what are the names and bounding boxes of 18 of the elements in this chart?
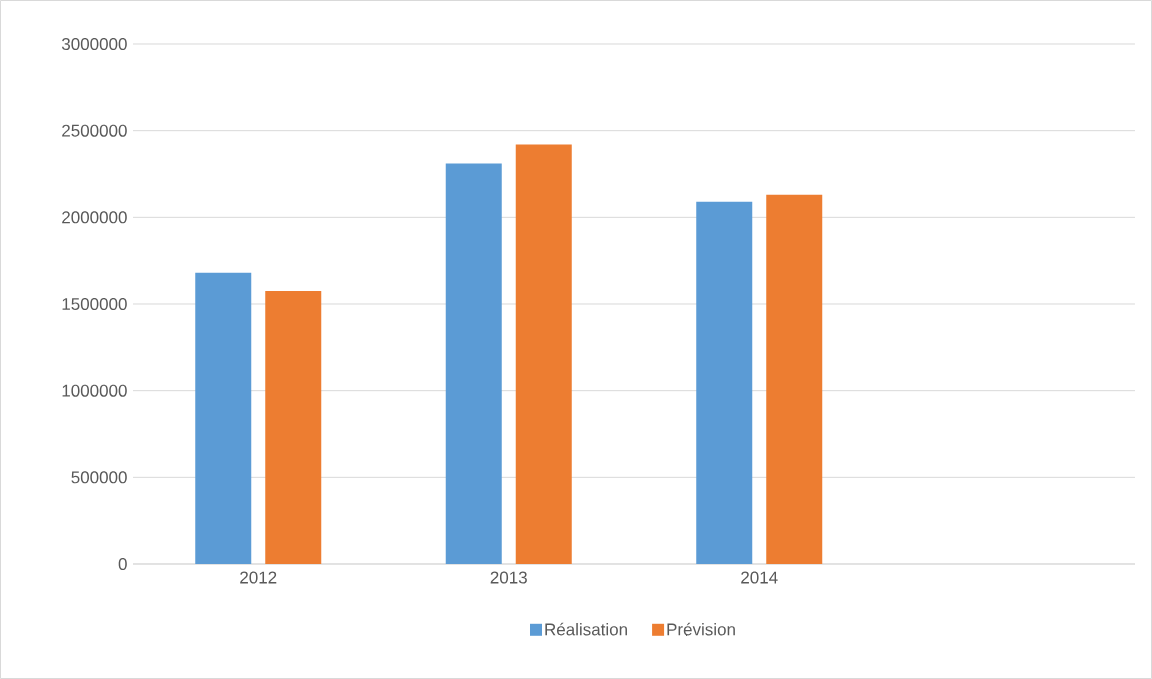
y-tick-label: 500000	[71, 471, 127, 484]
y-tick-label: 3000000	[61, 37, 127, 51]
y-tick-label: 2500000	[62, 124, 127, 137]
bar	[265, 291, 322, 564]
y-tick-label: 2000000	[62, 211, 127, 224]
bar	[445, 163, 502, 564]
x-tick-label: 2012	[240, 571, 277, 584]
bar	[195, 272, 252, 564]
legend-label: Prévision	[667, 622, 735, 636]
x-tick-label: 2014	[741, 571, 778, 584]
legend-label: Réalisation	[545, 622, 627, 636]
bar	[696, 201, 753, 564]
x-tick-label: 2013	[490, 571, 527, 584]
y-tick-label: 1500000	[62, 297, 127, 311]
bar	[766, 194, 823, 564]
y-tick-label: 1000000	[62, 384, 127, 397]
bar	[515, 144, 572, 564]
y-tick-label: 0	[118, 557, 127, 571]
